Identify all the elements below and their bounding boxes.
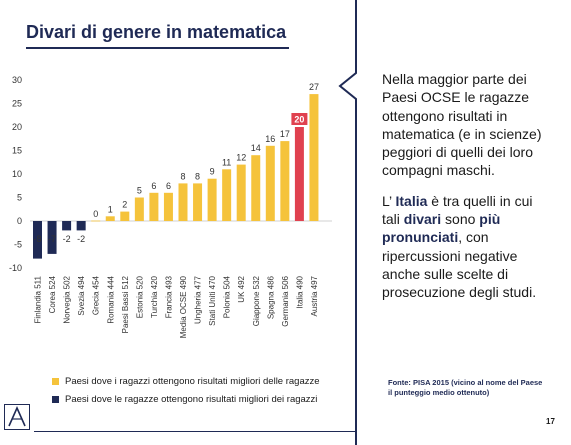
source-note: Fonte: PISA 2015 (vicino al nome del Pae… — [388, 378, 543, 397]
commentary-paragraph-1: Nella maggior parte dei Paesi OCSE le ra… — [382, 71, 542, 179]
bar — [91, 220, 101, 222]
category-tick-label: UK 492 — [237, 275, 246, 302]
value-label: -7 — [48, 234, 56, 244]
bar — [120, 211, 130, 221]
category-tick-label: Italia 490 — [295, 275, 304, 308]
category-tick-label: Polonia 504 — [223, 275, 232, 318]
footer-rule — [34, 431, 355, 432]
value-label: 20 — [294, 115, 304, 125]
legend-label-positive: Paesi dove i ragazzi ottengono risultati… — [65, 375, 320, 387]
y-tick-label: 10 — [12, 169, 22, 179]
legend-item-positive: Paesi dove i ragazzi ottengono risultati… — [52, 372, 320, 390]
y-tick-label: -5 — [14, 240, 22, 250]
category-tick-label: Francia 493 — [164, 275, 173, 318]
value-label: 16 — [265, 134, 275, 144]
value-label: 0 — [93, 209, 98, 219]
y-tick-label: 30 — [12, 75, 22, 85]
value-label: 1 — [108, 204, 113, 214]
y-tick-label: 15 — [12, 146, 22, 156]
category-tick-label: Spagna 486 — [266, 275, 275, 319]
category-tick-label: Turchia 420 — [150, 275, 159, 318]
bar — [251, 155, 261, 221]
highlight-divari: divari — [403, 211, 442, 228]
value-label: 17 — [280, 129, 290, 139]
value-label-highlight-box — [291, 113, 308, 125]
bar — [62, 221, 72, 231]
bar — [105, 216, 115, 221]
y-tick-label: 0 — [17, 216, 22, 226]
page-title: Divari di genere in matematica — [26, 22, 287, 42]
category-tick-label: Estonia 520 — [135, 275, 144, 318]
y-tick-label: -10 — [9, 263, 22, 273]
callout-divider-line — [338, 0, 357, 445]
value-label: 9 — [210, 167, 215, 177]
y-tick-label: 5 — [17, 193, 22, 203]
bar — [309, 94, 319, 221]
value-label: 5 — [137, 186, 142, 196]
commentary-paragraph-2: L’ Italia è tra quelli in cui tali divar… — [382, 192, 552, 302]
value-label: 14 — [251, 143, 261, 153]
page-number: 17 — [546, 417, 555, 426]
category-tick-label: Grecia 454 — [92, 275, 101, 315]
value-label: 8 — [195, 171, 200, 181]
title-underline — [26, 47, 289, 49]
commentary-text: , con ripercussioni negative anche sulle… — [382, 229, 537, 301]
category-tick-label: Norvegia 502 — [63, 275, 72, 323]
value-label: -8 — [33, 234, 41, 244]
category-tick-label: Paesi Bassi 512 — [121, 275, 130, 333]
legend-label-negative: Paesi dove le ragazze ottengono risultat… — [65, 393, 318, 405]
commentary-text: è tra quelli in cui tali — [382, 192, 533, 228]
category-tick-label: Corea 524 — [48, 275, 57, 313]
highlight-pronunciati: più pronunciati — [382, 211, 501, 246]
bar — [265, 145, 275, 221]
logo-a-icon — [4, 404, 30, 430]
legend-swatch-negative — [52, 395, 59, 403]
value-label: -2 — [77, 234, 85, 244]
bar — [294, 127, 304, 221]
category-tick-label: Finlandia 511 — [34, 275, 43, 323]
value-label: 6 — [166, 181, 171, 191]
value-label: 27 — [309, 82, 319, 92]
bar — [76, 221, 86, 231]
value-label: 8 — [180, 171, 185, 181]
category-tick-label: Media OCSE 490 — [179, 275, 188, 338]
bar — [280, 141, 290, 221]
bar — [222, 169, 232, 221]
side-commentary: Nella maggior parte dei Paesi OCSE le ra… — [382, 70, 552, 314]
bar — [47, 221, 57, 254]
commentary-text: sono — [441, 211, 480, 228]
commentary-text: L’ — [382, 192, 396, 209]
category-tick-label: Ungheria 477 — [194, 275, 203, 324]
legend-item-negative: Paesi dove le ragazze ottengono risultat… — [52, 390, 320, 408]
bar — [178, 183, 188, 221]
value-label: 11 — [222, 157, 231, 167]
bar — [163, 192, 173, 221]
category-tick-label: Svezia 494 — [77, 275, 86, 315]
value-label: 12 — [236, 153, 246, 163]
bar — [134, 197, 144, 221]
y-tick-label: 25 — [12, 99, 22, 109]
bar — [236, 164, 246, 221]
bar — [33, 221, 42, 259]
category-tick-label: Stati Uniti 470 — [208, 275, 217, 325]
value-label: -2 — [63, 234, 71, 244]
legend-swatch-positive — [52, 377, 59, 385]
category-tick-label: Austria 497 — [310, 275, 319, 316]
y-tick-label: 20 — [12, 122, 22, 132]
category-tick-label: Giappone 532 — [252, 275, 261, 326]
highlight-italia: Italia — [395, 192, 428, 209]
value-label: 2 — [122, 200, 127, 210]
category-tick-label: Romania 444 — [106, 275, 115, 323]
value-label: 6 — [151, 181, 156, 191]
chart-legend: Paesi dove i ragazzi ottengono risultati… — [52, 372, 320, 408]
category-tick-label: Germania 506 — [281, 275, 290, 326]
bar — [149, 192, 159, 221]
bar — [193, 183, 203, 221]
bar — [207, 178, 217, 221]
